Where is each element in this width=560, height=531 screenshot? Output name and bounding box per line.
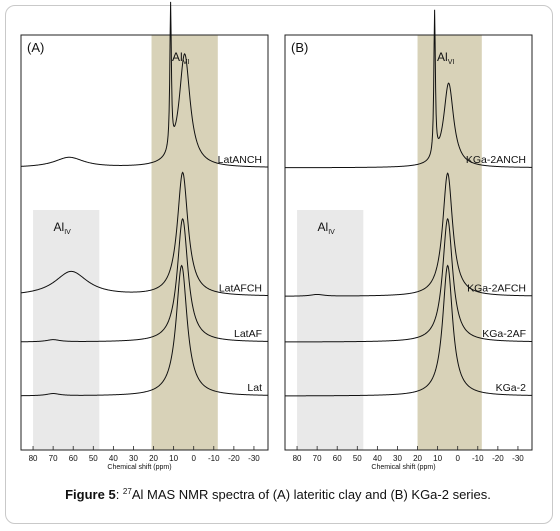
x-tick-label: 80 <box>293 454 302 463</box>
caption-text: Al MAS NMR spectra of (A) lateritic clay… <box>132 487 491 502</box>
series-label: KGa-2AF <box>482 328 526 340</box>
x-tick-label: -20 <box>492 454 504 463</box>
plot-frame <box>284 34 533 451</box>
x-tick-label: -30 <box>248 454 260 463</box>
x-tick-label: 30 <box>129 454 138 463</box>
series-label: KGa-2 <box>496 382 527 394</box>
caption-colon: : <box>116 487 123 502</box>
spectrum-line <box>285 264 533 397</box>
region-label-iv: AlIV <box>54 220 72 236</box>
region-band-iv <box>297 210 364 450</box>
series-label: KGa-2AFCH <box>467 282 526 294</box>
region-label-vi: AlVI <box>172 50 189 66</box>
x-tick-label: 30 <box>393 454 402 463</box>
x-tick-label: 40 <box>109 454 118 463</box>
region-label-iv: AlIV <box>318 220 336 236</box>
x-tick-label: 10 <box>433 454 442 463</box>
x-tick-label: -20 <box>228 454 240 463</box>
spectrum-line <box>285 217 532 343</box>
x-tick-label: 60 <box>69 454 78 463</box>
series-label: Lat <box>247 382 262 394</box>
spectrum-line <box>20 171 269 296</box>
spectrum-line <box>284 172 533 297</box>
x-tick-label: 70 <box>313 454 322 463</box>
caption-isotope: 27 <box>123 487 132 496</box>
x-axis-title: Chemical shift (ppm) <box>107 464 171 471</box>
x-tick-label: 60 <box>333 454 342 463</box>
region-label-vi: AlVI <box>437 50 454 66</box>
panel-label: (B) <box>291 40 308 55</box>
series-label: LatAF <box>234 328 262 340</box>
plot-frame <box>20 34 269 451</box>
region-band-iv <box>33 210 100 450</box>
x-tick-label: 20 <box>413 454 422 463</box>
spectrum-line <box>285 9 533 169</box>
x-tick-label: 40 <box>373 454 382 463</box>
x-tick-label: -30 <box>512 454 524 463</box>
x-tick-label: 50 <box>89 454 98 463</box>
panel-label: (A) <box>27 40 44 55</box>
x-tick-label: 20 <box>149 454 158 463</box>
spectrum-line <box>21 264 269 397</box>
x-tick-label: 10 <box>169 454 178 463</box>
x-tick-label: 50 <box>353 454 362 463</box>
x-tick-label: 0 <box>191 454 196 463</box>
region-band-vi <box>151 35 218 450</box>
x-tick-label: -10 <box>472 454 484 463</box>
region-band-vi <box>417 35 482 450</box>
spectrum-line <box>20 217 269 343</box>
spectrum-line <box>20 1 269 168</box>
x-tick-label: 0 <box>455 454 460 463</box>
panel-a: AlVI AlIV (A) 80 70 60 50 40 30 20 10 0 -10 -20 -30 Che… <box>20 1 269 471</box>
x-tick-label: -10 <box>208 454 220 463</box>
x-tick-label: 70 <box>49 454 58 463</box>
series-label: LatAFCH <box>219 282 262 294</box>
x-tick-label: 80 <box>29 454 38 463</box>
series-label: KGa-2ANCH <box>466 154 526 166</box>
figure-caption: Figure 5: 27Al MAS NMR spectra of (A) la… <box>65 487 491 502</box>
caption-label: Figure 5 <box>65 487 116 502</box>
x-axis-title: Chemical shift (ppm) <box>371 464 435 471</box>
series-label: LatANCH <box>218 154 262 166</box>
panel-b: AlVI AlIV (B) 80 70 60 50 40 30 20 10 0 -10 -20 -30 Che… <box>284 9 533 471</box>
